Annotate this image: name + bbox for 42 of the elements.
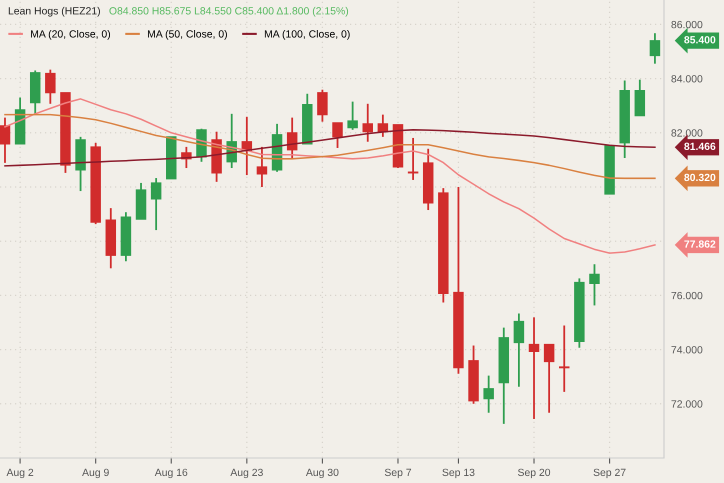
y-tick-label: 82.000 [671, 129, 702, 137]
candlestick [45, 68, 56, 105]
candlestick [317, 88, 328, 123]
text: O84.850 H85.675 L84.550 C85.400 Δ1.800 (2.15%) [109, 6, 348, 17]
x-tick-label: Aug 30 [306, 468, 339, 478]
x-tick-label: Aug 9 [82, 468, 109, 478]
candlestick [514, 312, 524, 388]
candlestick [286, 116, 298, 159]
candlestick [0, 116, 10, 164]
candlestick [408, 137, 418, 181]
candlestick [347, 100, 358, 131]
candlestick [544, 344, 554, 414]
candlestick [332, 122, 343, 149]
y-tick-label: 76.000 [671, 292, 702, 300]
legend-label: MA (100, Close, 0) [264, 30, 350, 40]
candlestick [362, 102, 373, 143]
y-tick-label: 86.000 [671, 20, 702, 28]
legend-label: MA (50, Close, 0) [148, 30, 227, 40]
x-tick-label: Sep 27 [594, 468, 626, 478]
candlestick [528, 316, 540, 420]
text: Lean Hogs (HEZ21) [8, 6, 100, 17]
line-series [4, 114, 656, 180]
candlestick [589, 263, 600, 306]
candlestick [650, 32, 660, 65]
x-tick-label: Sep 7 [384, 468, 412, 478]
text: 81.466 [684, 142, 716, 150]
text: 80.320 [684, 174, 716, 182]
x-tick-label: Aug 16 [154, 468, 188, 478]
x-tick-label: Aug 2 [6, 468, 34, 478]
y-tick-label: 84.000 [671, 75, 702, 82]
y-tick-label: 74.000 [671, 346, 702, 354]
x-tick-label: Sep 20 [518, 468, 550, 478]
x-tick-label: Sep 13 [442, 468, 474, 478]
legend-label: MA (20, Close, 0) [31, 30, 110, 40]
x-tick-label: Aug 23 [230, 468, 263, 478]
candlestick [150, 177, 162, 231]
candlestick [256, 146, 268, 188]
y-tick-label: 72.000 [671, 400, 702, 408]
text: 77.862 [684, 240, 716, 248]
candlestick [483, 374, 494, 414]
candlestick [559, 324, 570, 393]
text: 85.400 [684, 36, 716, 44]
